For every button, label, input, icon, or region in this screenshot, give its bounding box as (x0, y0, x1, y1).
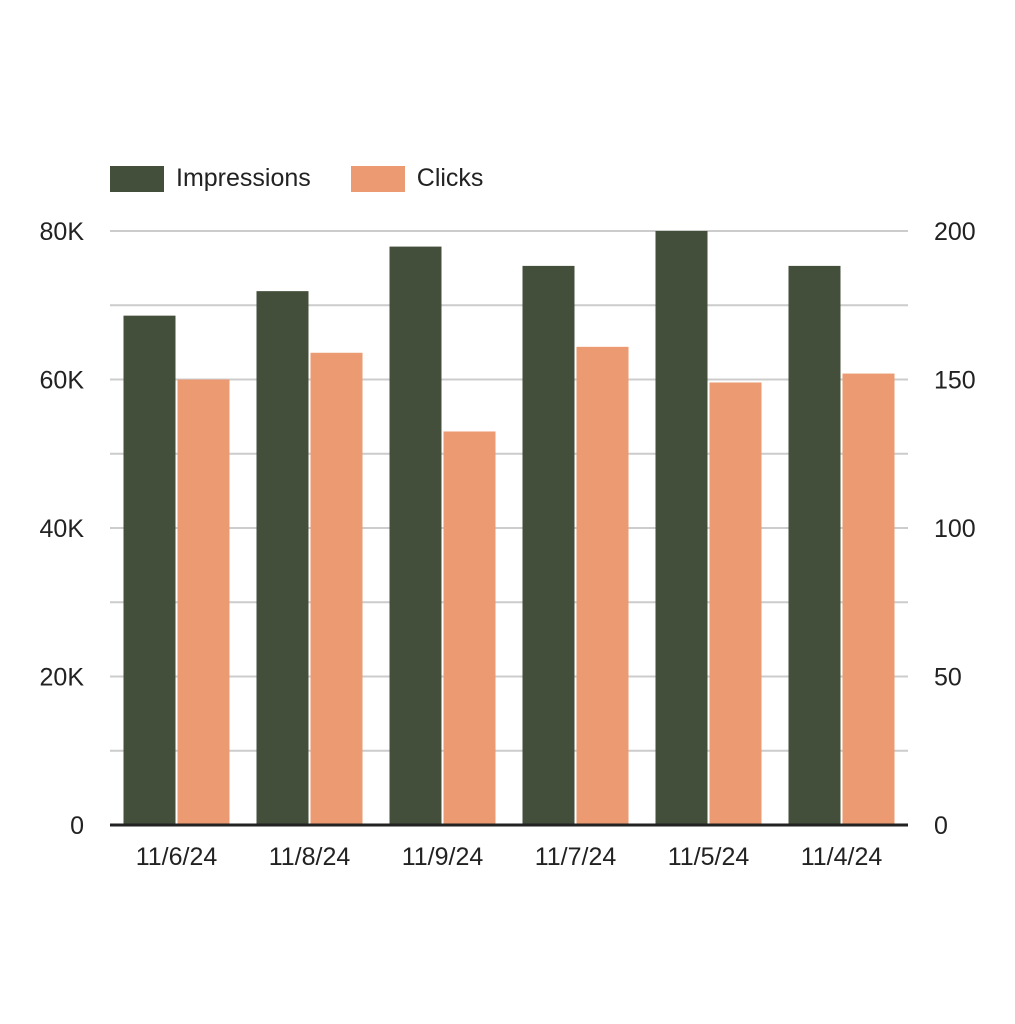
bar-clicks (576, 346, 629, 825)
legend-label-impressions: Impressions (176, 164, 311, 192)
x-tick-label: 11/9/24 (402, 843, 484, 871)
legend-swatch-clicks (350, 165, 405, 192)
legend: Impressions Clicks (110, 164, 483, 193)
x-tick-label: 11/4/24 (801, 843, 883, 871)
y-left-tick-label: 40K (40, 515, 85, 543)
y-right-tick-label: 150 (934, 367, 976, 395)
bar-clicks (177, 379, 230, 825)
y-left-tick-label: 20K (40, 664, 85, 692)
bar-impressions (522, 265, 575, 826)
bar-clicks (842, 373, 895, 825)
bar-clicks (310, 352, 363, 825)
bar-clicks (443, 431, 496, 825)
y-right-tick-label: 100 (934, 515, 976, 543)
y-left-tick-label: 80K (40, 218, 85, 246)
legend-swatch-impressions (110, 165, 164, 192)
y-right-tick-label: 200 (934, 218, 976, 246)
bar-impressions (788, 265, 841, 826)
x-tick-label: 11/6/24 (136, 843, 218, 871)
bar-clicks (709, 382, 762, 825)
y-left-tick-label: 60K (40, 367, 85, 395)
x-tick-label: 11/5/24 (668, 843, 750, 871)
bar-impressions (389, 246, 442, 825)
bar-impressions (256, 291, 309, 826)
y-right-tick-label: 0 (934, 812, 948, 840)
x-tick-label: 11/7/24 (535, 843, 617, 871)
y-right-tick-label: 50 (934, 664, 962, 692)
legend-item-clicks: Clicks (350, 164, 484, 193)
y-left-tick-label: 0 (70, 812, 84, 840)
legend-label-clicks: Clicks (416, 164, 484, 192)
bar-impressions (123, 315, 176, 825)
x-tick-label: 11/8/24 (269, 843, 351, 871)
legend-item-impressions: Impressions (110, 164, 311, 193)
bar-impressions (655, 231, 708, 825)
